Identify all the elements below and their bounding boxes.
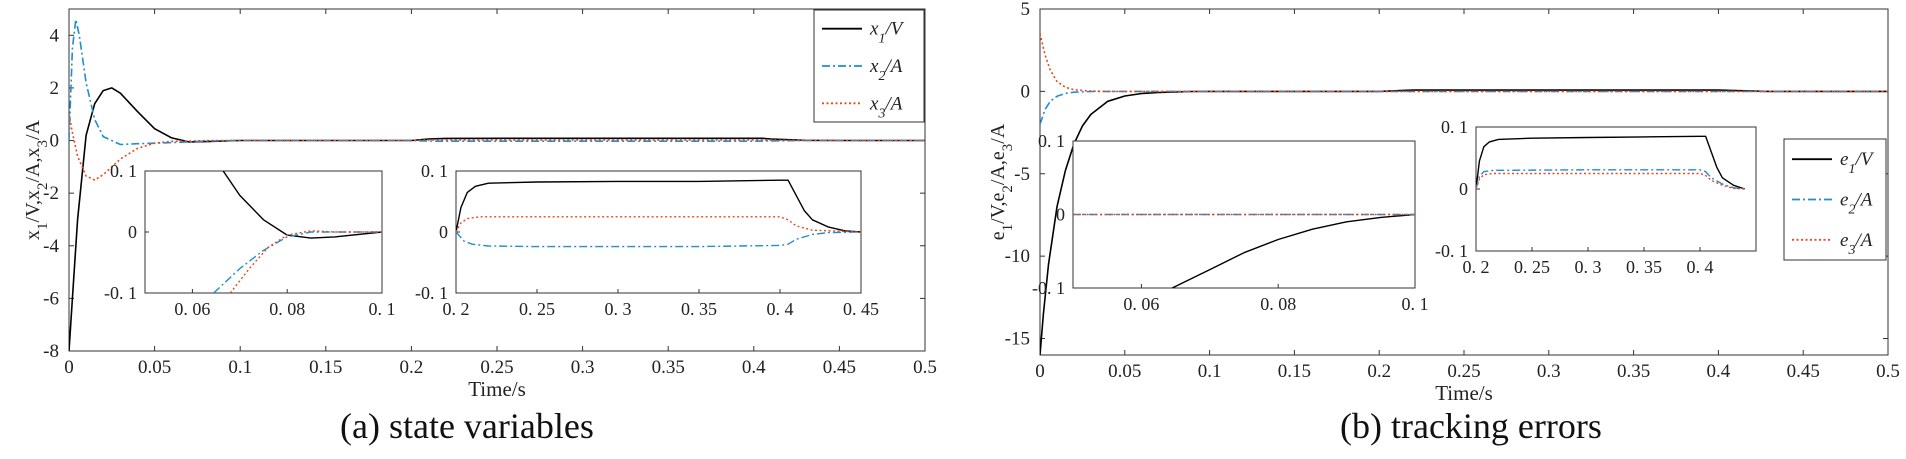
chart-a-legend-label-2: x2/A	[869, 56, 903, 84]
chart-b-inset-1-xtick-label: 0. 06	[1123, 294, 1159, 314]
chart-b-inset-2-xtick-label: 0. 25	[1514, 257, 1550, 277]
chart-a-inset-1-xtick-label: 0. 08	[269, 299, 305, 319]
chart-a-xlabel: Time/s	[468, 377, 526, 401]
chart-a-xtick-label: 0.35	[652, 357, 685, 378]
chart-b-inset-2-series-1-line	[1476, 135, 1746, 190]
chart-b-inset-1-xtick-label: 0. 1	[1402, 294, 1429, 314]
chart-a-xtick-label: 0.4	[742, 357, 766, 378]
chart-b-xtick-label: 0.25	[1447, 361, 1480, 382]
chart-a-inset-2-xtick-label: 0. 35	[681, 299, 717, 319]
chart-a-ytick-label: 2	[50, 78, 60, 99]
chart-a-series-1-line	[69, 87, 925, 351]
chart-a-inset-2-xtick-label: 0. 2	[443, 299, 470, 319]
chart-b-xtick-label: 0.3	[1537, 361, 1561, 382]
chart-b-xtick-label: 0.15	[1278, 361, 1311, 382]
chart-b-series-1-line	[1040, 89, 1888, 355]
chart-b-xtick-label: 0.2	[1367, 361, 1391, 382]
chart-b-inset-1-ytick-label: -0. 1	[1032, 278, 1065, 298]
chart-a-series-3-line	[69, 114, 925, 181]
chart-b-xtick-label: 0.05	[1108, 361, 1141, 382]
chart-b-ytick-label: 0	[1021, 81, 1031, 102]
chart-a-ytick-label: -8	[43, 341, 59, 362]
chart-a-inset-2-frame	[455, 170, 862, 294]
chart-a-inset-1-xtick-label: 0. 1	[369, 299, 396, 319]
chart-b-legend-label-3: e3/A	[1840, 230, 1873, 257]
chart-a-xtick-label: 0	[64, 357, 74, 378]
chart-a-ylabel: x1/V,x2/A,x3/A	[22, 119, 51, 239]
chart-a-xtick-label: 0.15	[309, 357, 342, 378]
chart-a-xtick-label: 0.25	[480, 357, 513, 378]
chart-a-inset-2-xtick-label: 0. 3	[605, 299, 632, 319]
chart-b-xtick-label: 0.5	[1876, 361, 1900, 382]
chart-a-xtick-label: 0.3	[571, 357, 595, 378]
chart-b-inset-2-ytick-label: -0. 1	[1435, 241, 1468, 261]
chart-b-legend-label-1: e1/V	[1840, 149, 1875, 177]
chart-b-inset-1-ytick-label: 0	[1056, 205, 1065, 225]
chart-b-inset-2-xtick-label: 0. 35	[1626, 257, 1662, 277]
chart-a-ytick-label: -2	[43, 183, 59, 204]
chart-a-inset-1-series-3-line	[229, 230, 382, 293]
chart-b-xtick-label: 0	[1035, 361, 1045, 382]
chart-b-inset-2-xtick-label: 0. 2	[1463, 257, 1490, 277]
chart-a-inset-2-ytick-label: 0	[439, 222, 448, 242]
chart-a-xtick-label: 0.2	[400, 357, 424, 378]
chart-a-xtick-label: 0.1	[228, 357, 252, 378]
chart-a-xtick-label: 0.5	[913, 357, 937, 378]
chart-b-ytick-label: -15	[1005, 329, 1030, 350]
chart-a-inset-2-ytick-label: 0. 1	[421, 161, 448, 181]
chart-a-inset-2-series-3-line	[456, 216, 861, 233]
chart-a-inset-1-ytick-label: 0	[128, 222, 137, 242]
chart-a-inset-1-frame	[144, 170, 383, 294]
chart-b-series-3-line	[1040, 33, 1888, 93]
caption-tracking-errors: (b) tracking errors	[1340, 406, 1602, 446]
chart-a-legend-label-1: x1/V	[869, 19, 905, 47]
chart-b-ytick-label: -10	[1005, 246, 1030, 267]
chart-a-inset-1-xtick-label: 0. 06	[174, 299, 210, 319]
chart-b-ylabel: e1/V,e2/A,e3/A	[987, 123, 1016, 240]
chart-b-xtick-label: 0.35	[1617, 361, 1650, 382]
chart-a-inset-2-series-2-line	[456, 231, 861, 248]
chart-b-xtick-label: 0.45	[1787, 361, 1820, 382]
chart-b-ytick-label: -5	[1014, 164, 1030, 185]
chart-b-inset-2-frame	[1475, 126, 1757, 252]
chart-b-series-2-line	[1040, 90, 1888, 125]
chart-a-inset-2-xtick-label: 0. 25	[519, 299, 555, 319]
chart-a-inset-2-series-1-line	[456, 179, 861, 233]
chart-a-inset-1-series-2-line	[213, 231, 382, 293]
chart-b-inset-1-ytick-label: 0. 1	[1038, 131, 1065, 151]
chart-b-inset-2-ytick-label: 0. 1	[1441, 117, 1468, 137]
chart-b-ytick-label: 5	[1021, 0, 1031, 20]
chart-a-inset-2-xtick-label: 0. 4	[767, 299, 794, 319]
chart-b-legend-label-2: e2/A	[1840, 190, 1873, 218]
chart-a-xtick-label: 0.05	[138, 357, 171, 378]
chart-b-inset-2-series-3-line	[1476, 172, 1745, 190]
chart-b-inset-1-xtick-label: 0. 08	[1260, 294, 1296, 314]
chart-a-series-2-line	[69, 18, 925, 146]
chart-b-inset-1-series-1-line	[1171, 213, 1415, 288]
chart-b-inset-2-ytick-label: 0	[1459, 179, 1468, 199]
chart-a-legend-label-3: x3/A	[869, 93, 903, 121]
chart-a-xtick-label: 0.45	[823, 357, 856, 378]
chart-a-legend-box	[813, 9, 925, 123]
caption-state-variables: (a) state variables	[340, 406, 594, 446]
chart-a-inset-1-ytick-label: 0. 1	[110, 161, 137, 181]
chart-b-xlabel: Time/s	[1435, 381, 1493, 405]
chart-a-ytick-label: 4	[50, 25, 60, 46]
chart-b-xtick-label: 0.4	[1707, 361, 1731, 382]
chart-a-ytick-label: -4	[43, 236, 59, 257]
chart-a-inset-1-ytick-label: -0. 1	[104, 283, 137, 303]
chart-a-ytick-label: 0	[50, 131, 60, 152]
chart-a-inset-2-ytick-label: -0. 1	[415, 283, 448, 303]
chart-b-inset-2-series-2-line	[1476, 169, 1745, 190]
chart-b-inset-2-xtick-label: 0. 3	[1575, 257, 1602, 277]
chart-a-inset-2-xtick-label: 0. 45	[843, 299, 879, 319]
chart-b-inset-2-xtick-label: 0. 4	[1687, 257, 1714, 277]
chart-b-xtick-label: 0.1	[1198, 361, 1222, 382]
chart-a-ytick-label: -6	[43, 288, 59, 309]
